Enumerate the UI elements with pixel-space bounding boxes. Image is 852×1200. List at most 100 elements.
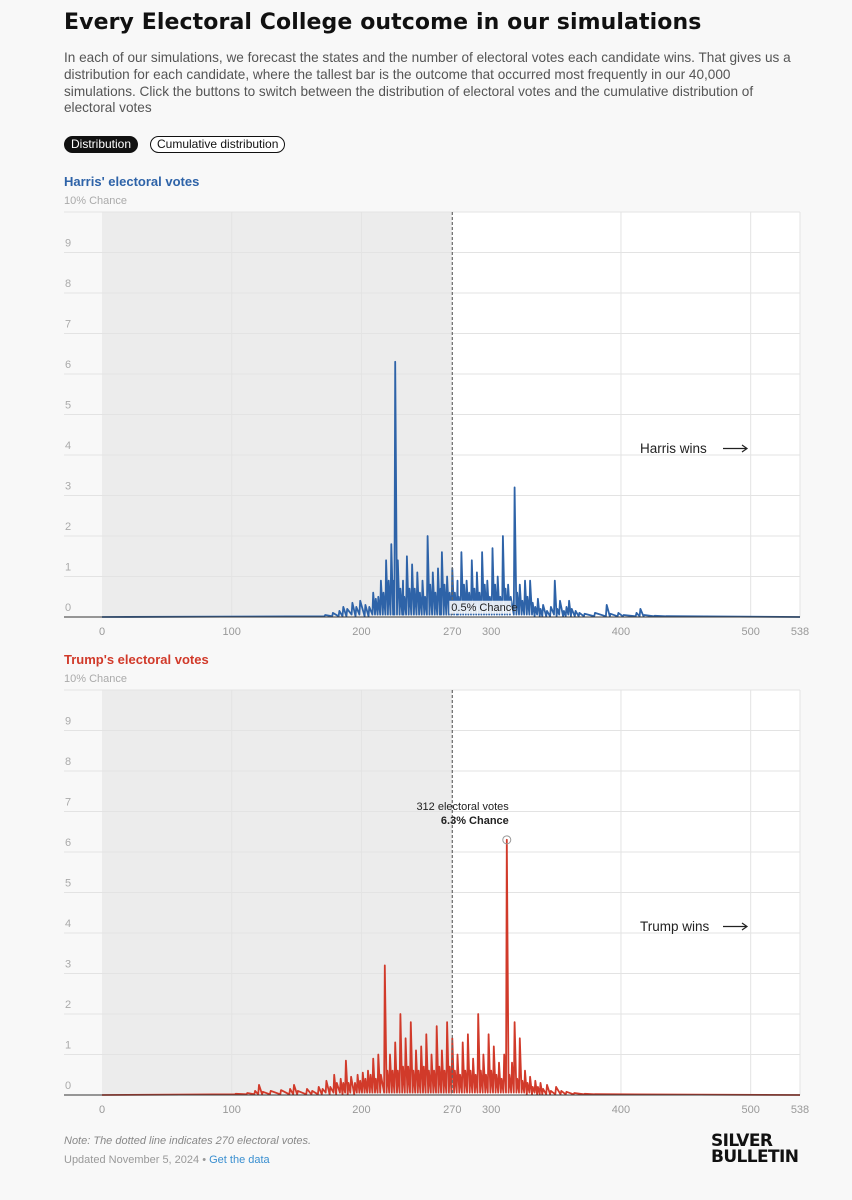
harris-data-point [369, 606, 370, 607]
trump-data-point [400, 1013, 401, 1014]
harris-data-point [492, 548, 493, 549]
trump-data-point [475, 1074, 476, 1075]
harris-data-point [644, 614, 645, 615]
harris-data-point [414, 588, 415, 589]
trump-x-tick-label: 500 [742, 1104, 760, 1113]
trump-data-point [540, 1082, 541, 1083]
trump-y-tick-label: 8 [65, 756, 71, 768]
harris-y-tick-label: 5 [65, 400, 71, 412]
harris-x-tick-label: 400 [612, 626, 630, 635]
trump-annotation-label: 312 electoral votes [416, 801, 509, 813]
trump-data-point [467, 1034, 468, 1035]
trump-data-point [392, 1070, 393, 1071]
trump-data-point [462, 1042, 463, 1043]
trump-data-point [444, 1070, 445, 1071]
trump-data-point [384, 965, 385, 966]
harris-data-point [537, 598, 538, 599]
harris-data-point [594, 612, 595, 613]
harris-data-point [383, 592, 384, 593]
harris-data-point [554, 580, 555, 581]
harris-data-point [466, 580, 467, 581]
trump-data-point [511, 1062, 512, 1063]
harris-data-point [461, 552, 462, 553]
harris-data-point [458, 596, 459, 597]
trump-data-point [434, 1070, 435, 1071]
get-the-data-link[interactable]: Get the data [209, 1154, 270, 1166]
trump-annotation-value: 6.3% Chance [441, 815, 509, 827]
harris-data-point [419, 592, 420, 593]
updated-line: Updated November 5, 2024 • Get the data [64, 1154, 270, 1166]
harris-annotation-label: 0.5% Chance [451, 602, 517, 614]
trump-data-point [405, 1038, 406, 1039]
harris-x-tick-label: 100 [223, 626, 241, 635]
harris-data-point [557, 608, 558, 609]
trump-x-tick-label: 200 [352, 1104, 370, 1113]
harris-electoral-votes-chart[interactable]: 0 1 2 3 4 5 6 7 8 9 0 100 200 270 300 400 500 538 Harris w… [0, 205, 852, 635]
trump-y-tick-label: 1 [65, 1040, 71, 1052]
trump-data-point [561, 1090, 562, 1091]
trump-data-point [418, 1070, 419, 1071]
trump-data-point [555, 1086, 556, 1087]
trump-data-point [550, 1090, 551, 1091]
trump-data-point [306, 1088, 307, 1089]
trump-data-point [480, 1070, 481, 1071]
harris-data-point [519, 584, 520, 585]
distribution-toggle-button[interactable]: Distribution [64, 136, 139, 153]
trump-data-point [318, 1086, 319, 1087]
trump-data-point [262, 1091, 263, 1092]
harris-data-point [507, 584, 508, 585]
trump-data-point [330, 1086, 331, 1087]
trump-y-tick-label: 0 [65, 1080, 71, 1092]
harris-data-point [378, 596, 379, 597]
trump-data-point [584, 1093, 585, 1094]
trump-data-point [506, 839, 507, 840]
trump-data-point [535, 1080, 536, 1081]
harris-data-point [476, 572, 477, 573]
harris-data-point [487, 580, 488, 581]
trump-data-point [426, 1034, 427, 1035]
trump-data-point [290, 1088, 291, 1089]
trump-data-point [488, 1034, 489, 1035]
trump-data-point [387, 1070, 388, 1071]
harris-data-point [375, 598, 376, 599]
updated-date: Updated November 5, 2024 • [64, 1154, 207, 1166]
harris-data-point [424, 596, 425, 597]
harris-y-tick-label: 2 [65, 521, 71, 533]
trump-electoral-votes-chart[interactable]: 0 1 2 3 4 5 6 7 8 9 0 100 200 270 300 400 500 538 Trump wi… [0, 683, 852, 1113]
harris-data-point [386, 560, 387, 561]
trump-data-point [336, 1082, 337, 1083]
trump-data-point [517, 1078, 518, 1079]
harris-x-tick-label: 538 [791, 626, 809, 635]
harris-data-point [514, 487, 515, 488]
trump-data-point [478, 1013, 479, 1014]
trump-data-point [343, 1082, 344, 1083]
trump-data-point [543, 1088, 544, 1089]
harris-data-point [435, 592, 436, 593]
harris-data-point [391, 544, 392, 545]
harris-x-tick-label: 300 [482, 626, 500, 635]
trump-data-point [410, 1022, 411, 1023]
harris-data-point [618, 612, 619, 613]
harris-data-point [417, 572, 418, 573]
trump-region-label: Trump wins [640, 919, 710, 934]
harris-data-point [527, 596, 528, 597]
harris-data-point [559, 600, 560, 601]
trump-data-point [537, 1086, 538, 1087]
trump-data-point [395, 1042, 396, 1043]
cumulative-distribution-toggle-button[interactable]: Cumulative distribution [150, 136, 286, 153]
harris-data-point [360, 600, 361, 601]
harris-data-point [532, 602, 533, 603]
trump-data-point [496, 1074, 497, 1075]
trump-x-tick-label: 100 [223, 1104, 241, 1113]
harris-data-point [495, 584, 496, 585]
trump-arrow-icon [741, 922, 749, 931]
harris-data-point [409, 588, 410, 589]
page-description: In each of our simulations, we forecast … [64, 50, 791, 116]
trump-data-point [509, 1074, 510, 1075]
harris-data-point [427, 535, 428, 536]
harris-data-point [474, 588, 475, 589]
trump-y-tick-label: 3 [65, 959, 71, 971]
trump-data-point [354, 1082, 355, 1083]
harris-data-point [497, 576, 498, 577]
trump-data-point [322, 1088, 323, 1089]
